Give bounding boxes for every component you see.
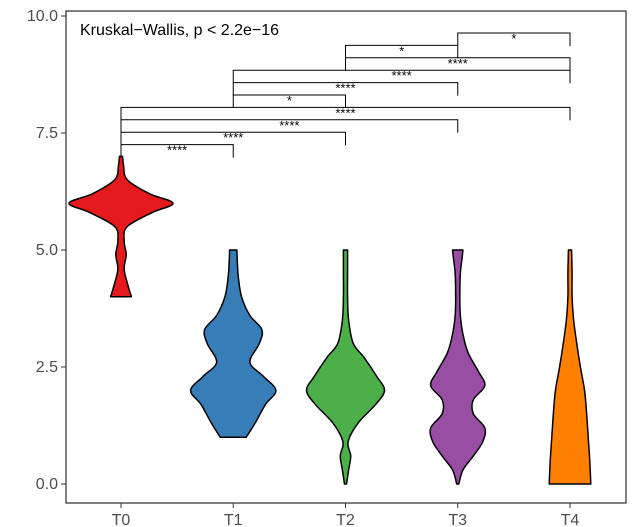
y-tick-label-1: 2.5 (36, 359, 58, 376)
x-tick-label-t2: T2 (336, 512, 355, 527)
bracket-t0-t1 (120, 144, 234, 158)
y-tick-label-0: 0.0 (36, 476, 58, 493)
y-tick-label-4: 10.0 (27, 8, 58, 25)
x-tick-label-t1: T1 (224, 512, 243, 527)
bracket-t1-t2 (232, 94, 346, 108)
bracket-t0-t2 (120, 131, 346, 146)
bracket-label-t0-t4: **** (335, 105, 355, 120)
x-tick-label-t3: T3 (448, 512, 467, 527)
bracket-label-t1-t4: **** (392, 68, 412, 83)
violin-t0 (68, 155, 174, 298)
violin-t4 (548, 249, 592, 485)
kruskal-wallis-annotation: Kruskal−Wallis, p < 2.2e−16 (80, 22, 279, 39)
bracket-t2-t4 (345, 57, 571, 71)
violin-t1 (189, 249, 277, 438)
comparison-brackets: ******************************* (120, 31, 571, 158)
bracket-label-t1-t3: **** (335, 81, 355, 96)
violin-t2 (305, 249, 386, 485)
y-tick-label-2: 5.0 (36, 242, 58, 259)
bracket-label-t1-t2: * (287, 93, 292, 108)
bracket-label-t2-t3: * (399, 43, 404, 58)
bracket-t0-t4 (120, 106, 571, 121)
violins-group (68, 155, 592, 485)
bracket-label-t0-t2: **** (223, 130, 243, 145)
y-axis: 0.0 2.5 5.0 7.5 10.0 (27, 8, 66, 493)
x-tick-label-t0: T0 (112, 512, 131, 527)
bracket-t1-t4 (232, 69, 571, 84)
x-axis: T0 T1 T2 T3 T4 (112, 503, 580, 527)
bracket-label-t0-t1: **** (167, 143, 187, 158)
violin-t3 (429, 249, 487, 485)
bracket-label-t0-t3: **** (279, 118, 299, 133)
bracket-label-t2-t4: **** (448, 56, 468, 71)
bracket-t3-t4 (457, 32, 571, 46)
x-tick-label-t4: T4 (561, 512, 580, 527)
bracket-label-t3-t4: * (511, 31, 516, 46)
bracket-t2-t3 (345, 44, 459, 59)
y-tick-label-3: 7.5 (36, 125, 58, 142)
bracket-t1-t3 (232, 82, 459, 96)
bracket-t0-t3 (120, 119, 459, 133)
